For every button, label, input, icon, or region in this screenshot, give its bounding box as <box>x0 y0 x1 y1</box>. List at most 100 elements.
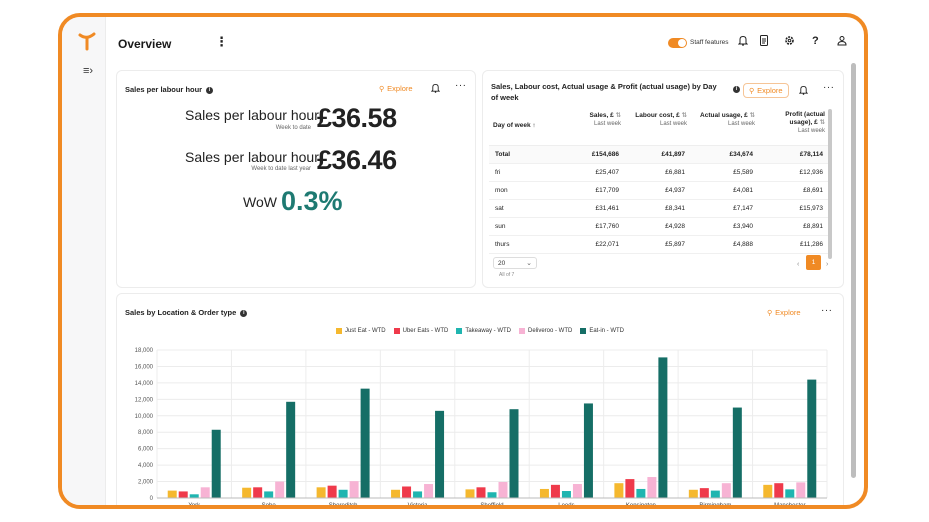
column-label: Labour cost, £ <box>635 112 680 119</box>
x-tick-label: Manchester <box>774 503 805 509</box>
legend-item[interactable]: Deliveroo - WTD <box>519 328 572 334</box>
explore-button[interactable]: ⚲ Explore <box>767 308 801 317</box>
table-scrollbar[interactable] <box>828 109 832 259</box>
column-header-sales[interactable]: Sales, £ ⇅ Last week <box>563 107 625 146</box>
bar <box>264 491 274 498</box>
table-cell: £4,888 <box>691 235 759 254</box>
wow-label: WoW <box>243 194 277 210</box>
table-cell: thurs <box>489 235 563 254</box>
legend-item[interactable]: Takeaway - WTD <box>456 328 511 334</box>
legend-swatch <box>519 328 525 334</box>
bar <box>625 479 635 498</box>
sort-icon: ⇅ <box>749 112 755 119</box>
y-tick-label: 10,000 <box>135 414 154 420</box>
table-row-total: Total £154,686 £41,897 £34,674 £78,114 <box>489 145 829 164</box>
card-title-text: Sales by Location & Order type <box>125 308 237 317</box>
bar <box>699 488 709 498</box>
page-size-select[interactable]: 20 ⌄ <box>493 257 537 269</box>
y-tick-label: 4,000 <box>138 463 154 469</box>
table-cell: £7,147 <box>691 199 759 218</box>
column-header-usage[interactable]: Actual usage, £ ⇅ Last week <box>691 107 759 146</box>
bar <box>763 484 773 498</box>
y-tick-label: 2,000 <box>138 480 154 486</box>
day-of-week-table-card: Sales, Labour cost, Actual usage & Profi… <box>482 70 844 288</box>
legend-swatch <box>393 328 400 334</box>
table-row: fri £25,407 £6,881 £5,589 £12,936 <box>489 163 829 182</box>
bell-icon[interactable] <box>430 83 441 95</box>
bar <box>211 429 221 498</box>
page-title: Overview <box>118 37 172 51</box>
card-menu-icon[interactable]: ··· <box>821 305 833 316</box>
y-tick-label: 14,000 <box>135 381 154 387</box>
column-header-day[interactable]: Day of week ↑ <box>489 107 563 146</box>
table-cell: £17,760 <box>563 217 625 236</box>
current-page-button[interactable]: 1 <box>806 255 821 270</box>
bar <box>465 489 475 498</box>
logo-icon[interactable] <box>78 31 96 51</box>
card-menu-icon[interactable]: ··· <box>823 82 835 93</box>
bar <box>435 410 445 498</box>
gear-icon[interactable] <box>784 35 795 49</box>
help-icon[interactable]: ? <box>812 35 819 47</box>
chart-legend: Just Eat - WTD Uber Eats - WTD Takeaway - … <box>117 328 843 334</box>
y-tick-label: 6,000 <box>138 447 154 453</box>
table-cell: £5,897 <box>625 235 691 254</box>
x-tick-label: Kensington <box>626 503 656 509</box>
card-title: Sales, Labour cost, Actual usage & Profi… <box>491 81 719 103</box>
explore-label: Explore <box>757 86 783 95</box>
bar <box>178 491 188 498</box>
table-cell: £34,674 <box>691 145 759 164</box>
explore-button[interactable]: ⚲ Explore <box>743 83 789 98</box>
bar <box>275 481 285 498</box>
explore-button[interactable]: ⚲ Explore <box>379 84 413 93</box>
table-cell: £17,709 <box>563 181 625 200</box>
staff-features-toggle[interactable] <box>668 38 687 48</box>
bar <box>242 487 252 498</box>
column-header-profit[interactable]: Profit (actual usage), £ ⇅ Last week <box>759 107 829 146</box>
table-cell: £31,461 <box>563 199 625 218</box>
y-tick-label: 0 <box>150 496 154 502</box>
bar <box>509 409 519 498</box>
bell-icon[interactable] <box>798 85 809 97</box>
user-icon[interactable] <box>837 35 847 49</box>
column-sub: Last week <box>797 128 825 134</box>
column-sub: Last week <box>659 121 687 127</box>
card-menu-icon[interactable]: ··· <box>455 80 467 91</box>
bar <box>413 491 423 498</box>
page-scrollbar[interactable] <box>851 63 856 478</box>
bell-icon[interactable] <box>737 35 749 49</box>
document-icon[interactable] <box>759 35 769 49</box>
explore-label: Explore <box>387 84 413 93</box>
page-menu-icon[interactable]: ⋮ <box>215 34 228 49</box>
info-icon[interactable]: i <box>733 86 740 93</box>
app-window: ≡› Overview ⋮ Staff features ? Sales per… <box>58 13 868 509</box>
bar <box>785 489 795 498</box>
column-header-labour[interactable]: Labour cost, £ ⇅ Last week <box>625 107 691 146</box>
bar <box>614 483 624 498</box>
kpi-last-year-sub: Week to date last year <box>251 166 311 172</box>
bar <box>561 491 571 498</box>
chevron-down-icon: ⌄ <box>526 260 532 267</box>
table-cell: £4,937 <box>625 181 691 200</box>
legend-item[interactable]: Just Eat - WTD <box>335 328 386 334</box>
x-tick-label: Sheffield <box>480 503 503 509</box>
page-size-value: 20 <box>498 260 506 267</box>
prev-page-button[interactable]: ‹ <box>797 261 800 268</box>
x-tick-label: Leeds <box>558 503 574 509</box>
legend-item[interactable]: Eat-in - WTD <box>580 328 624 334</box>
bar <box>539 488 549 498</box>
sidebar-toggle-icon[interactable]: ≡› <box>83 65 94 77</box>
info-icon[interactable]: i <box>240 309 248 317</box>
info-icon[interactable]: i <box>206 86 214 94</box>
sales-per-labour-hour-card: Sales per labour hour i ⚲ Explore ··· Sale… <box>116 70 476 288</box>
table-row: mon £17,709 £4,937 £4,081 £8,691 <box>489 181 829 200</box>
search-icon: ⚲ <box>379 86 385 93</box>
bar <box>487 492 497 498</box>
next-page-button[interactable]: › <box>826 261 829 268</box>
legend-item[interactable]: Uber Eats - WTD <box>393 328 448 334</box>
y-tick-label: 12,000 <box>135 397 154 403</box>
table-cell: mon <box>489 181 563 200</box>
table-cell: sun <box>489 217 563 236</box>
kpi-current-value: £36.58 <box>317 103 397 133</box>
sales-bar-chart: 0 2,000 4,000 6,000 8,000 10,000 12,000 14,000 1… <box>135 348 828 509</box>
